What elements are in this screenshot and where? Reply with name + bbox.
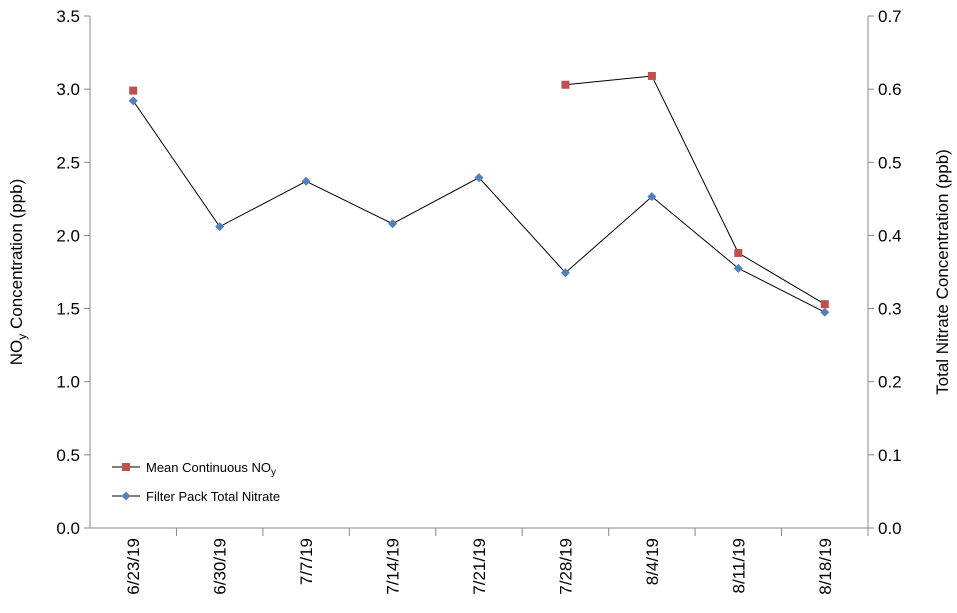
series-line: [565, 75, 826, 305]
marker: [128, 96, 138, 106]
marker: [647, 192, 657, 202]
legend-label: Filter Pack Total Nitrate: [146, 489, 280, 504]
y-tick-label: 1.0: [56, 373, 80, 392]
y-tick-label: 2.0: [56, 226, 80, 245]
legend-label: Mean Continuous NOy: [146, 460, 276, 478]
y-tick-label: 2.5: [56, 153, 80, 172]
marker: [129, 86, 138, 95]
y2-axis-title: Total Nitrate Concentration (ppb): [933, 149, 952, 395]
marker: [647, 71, 656, 80]
x-tick-label: 8/11/19: [729, 538, 748, 593]
marker: [301, 176, 311, 186]
legend-marker: [122, 463, 130, 471]
y-tick-label: 3.0: [56, 80, 80, 99]
y2-tick-label: 0.6: [878, 80, 902, 99]
y2-tick-label: 0.1: [878, 446, 902, 465]
x-tick-label: 7/7/19: [297, 538, 316, 585]
x-tick-label: 7/21/19: [470, 538, 489, 595]
x-tick-label: 7/28/19: [556, 538, 575, 595]
legend-label-part: Mean Continuous NO: [146, 460, 271, 475]
x-tick-label: 7/14/19: [384, 538, 403, 595]
x-tick-label: 8/18/19: [816, 538, 835, 595]
legend-marker: [121, 491, 131, 501]
series-line: [132, 100, 826, 313]
y2-tick-label: 0.7: [878, 7, 902, 26]
marker: [215, 222, 225, 232]
y-axis-title-sub: y: [15, 334, 29, 340]
y-tick-label: 0.0: [56, 519, 80, 538]
y-tick-label: 0.5: [56, 446, 80, 465]
x-tick-label: 6/23/19: [124, 538, 143, 595]
marker: [734, 248, 743, 257]
y2-tick-label: 0.5: [878, 153, 902, 172]
y2-tick-label: 0.2: [878, 373, 902, 392]
marker: [474, 173, 484, 183]
marker: [820, 307, 830, 317]
x-tick-label: 6/30/19: [211, 538, 230, 595]
y2-tick-label: 0.4: [878, 226, 902, 245]
y-axis-title-part: NO: [7, 340, 26, 366]
x-tick-label: 8/4/19: [643, 538, 662, 585]
marker: [820, 300, 829, 309]
y2-tick-label: 0.0: [878, 519, 902, 538]
legend-label-part: Filter Pack Total Nitrate: [146, 489, 280, 504]
marker: [561, 80, 570, 89]
y-axis-title-part: Concentration (ppb): [7, 179, 26, 334]
legend-label-part: y: [271, 467, 276, 478]
marker: [733, 263, 743, 273]
marker: [388, 219, 398, 229]
y-tick-label: 1.5: [56, 300, 80, 319]
y-tick-label: 3.5: [56, 7, 80, 26]
y2-tick-label: 0.3: [878, 300, 902, 319]
y-axis-title: NOy Concentration (ppb): [7, 179, 29, 365]
marker: [560, 268, 570, 278]
